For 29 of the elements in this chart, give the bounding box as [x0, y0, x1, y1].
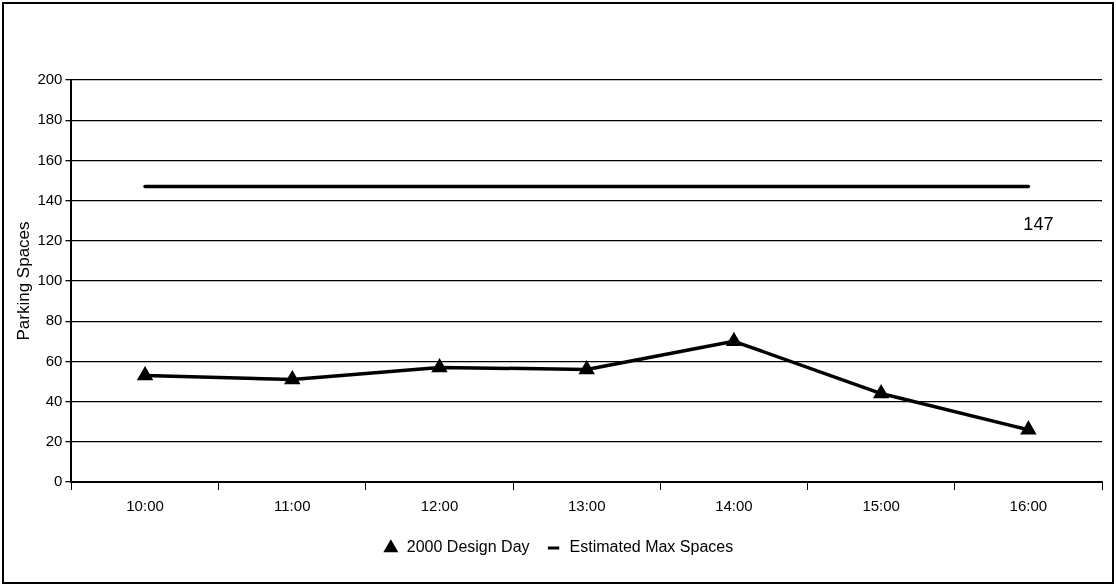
point: [725, 331, 742, 347]
data-label: 147: [1023, 214, 1054, 235]
x-tick-label: 12:00: [420, 497, 459, 515]
y-tick-label: 60: [45, 351, 63, 369]
y-tick-label: 180: [37, 110, 63, 128]
point: [874, 385, 889, 399]
y-tick-label: 200: [37, 70, 63, 88]
point: [1021, 421, 1036, 435]
point: [138, 367, 152, 381]
legend-label: 2000 Design Day: [406, 538, 530, 556]
y-tick-label: 140: [37, 190, 63, 208]
x-tick-label: 15:00: [862, 497, 900, 515]
y-tick-label: 40: [45, 391, 63, 409]
point: [579, 361, 594, 375]
x-tick-label: 16:00: [1009, 497, 1048, 515]
y-tick-label: 20: [45, 431, 63, 449]
y-tick-label: 80: [45, 311, 63, 329]
x-tick-label: 11:00: [274, 497, 311, 515]
y-tick-label: 160: [37, 150, 63, 168]
point: [285, 371, 300, 385]
y-tick-label: 120: [37, 230, 63, 248]
legend-label: Estimated Max Spaces: [569, 538, 734, 556]
x-tick-label: 14:00: [715, 497, 753, 515]
y-axis-title: Parking Spaces: [13, 221, 33, 341]
y-tick-label: 100: [37, 271, 63, 289]
x-tick-label: 10:00: [126, 497, 164, 515]
point: [432, 359, 447, 373]
y-tick-label: 0: [54, 472, 63, 490]
x-tick-label: 13:00: [567, 497, 606, 515]
